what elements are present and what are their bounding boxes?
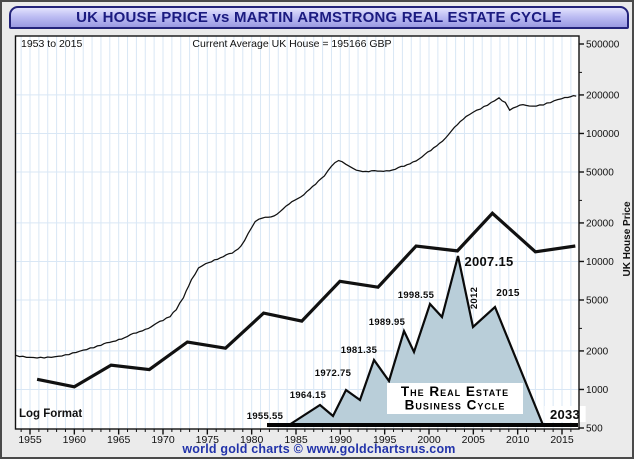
- y-tick-label: 500: [586, 424, 603, 435]
- x-tick-label: 2010: [506, 434, 530, 446]
- x-tick-label: 1955: [18, 434, 42, 446]
- cycle-peak-label: 2007.15: [464, 254, 513, 269]
- y-tick-label: 2000: [586, 346, 609, 357]
- chart-title-bar: UK HOUSE PRICE vs MARTIN ARMSTRONG REAL …: [9, 6, 629, 29]
- plot-border: [14, 35, 580, 430]
- log-format-label: Log Format: [19, 408, 83, 420]
- cycle-peak-label: 1955.55: [247, 411, 284, 422]
- date-range-label: 1953 to 2015: [21, 38, 83, 50]
- cycle-peak-label: 2033: [550, 407, 580, 422]
- y-tick-label: 20000: [586, 218, 614, 229]
- x-tick-label: 1970: [151, 434, 175, 446]
- x-tick-label: 1960: [63, 434, 87, 446]
- cycle-peak-label: 2015: [496, 288, 520, 299]
- x-tick-label: 1990: [329, 434, 353, 446]
- cycle-peak-label: 1998.55: [398, 290, 435, 301]
- y-tick-label: 10000: [586, 257, 614, 268]
- cycle-peak-label: 1981.35: [341, 345, 378, 356]
- cycle-peak-label: 2012: [469, 287, 480, 309]
- footer-credit: world gold charts © www.goldchartsrus.co…: [182, 442, 456, 456]
- price-series-line: [15, 94, 577, 359]
- x-tick-label: 2015: [550, 434, 574, 446]
- cycle-peak-label: 1989.95: [369, 317, 406, 328]
- cycle-peak-label: 1964.15: [290, 390, 327, 401]
- cycle-peak-label: 1972.75: [315, 368, 352, 379]
- x-tick-label: 1995: [373, 434, 397, 446]
- cycle-trend-line: [36, 211, 576, 389]
- current-average-label: Current Average UK House = 195166 GBP: [192, 38, 392, 50]
- x-tick-label: 1975: [196, 434, 220, 446]
- y-tick-label: 5000: [586, 296, 609, 307]
- y-tick-label: 1000: [586, 385, 609, 396]
- x-tick-label: 1980: [240, 434, 264, 446]
- cycle-polygon: [285, 255, 545, 427]
- cycle-caption-line2: Business Cycle: [405, 398, 506, 413]
- y-tick-label: 50000: [586, 168, 614, 179]
- y-tick-label: 500000: [586, 40, 620, 51]
- chart-title: UK HOUSE PRICE vs MARTIN ARMSTRONG REAL …: [76, 9, 562, 26]
- cycle-caption-line1: The Real Estate: [401, 384, 509, 399]
- x-tick-label: 2000: [417, 434, 441, 446]
- cycle-caption-box: [387, 383, 523, 414]
- y-axis-title: UK House Price: [622, 201, 633, 276]
- y-tick-label: 200000: [586, 90, 620, 101]
- cycle-label-box: [544, 406, 586, 422]
- x-tick-label: 1985: [284, 434, 308, 446]
- y-tick-label: 100000: [586, 129, 620, 140]
- x-tick-label: 2005: [462, 434, 486, 446]
- x-tick-label: 1965: [107, 434, 131, 446]
